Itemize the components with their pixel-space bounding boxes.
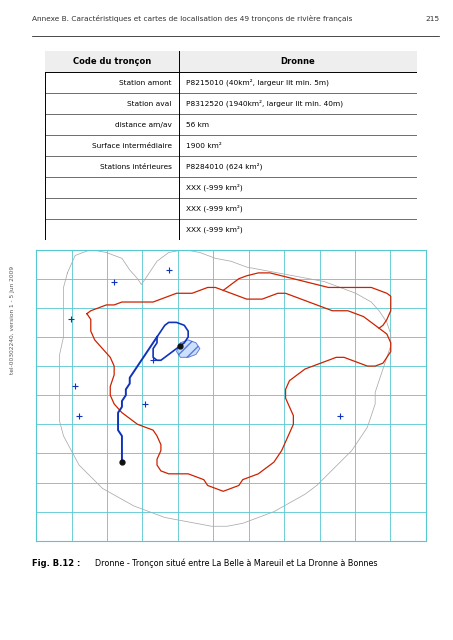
Text: XXX (-999 km²): XXX (-999 km²) — [187, 226, 243, 233]
Text: Dronne: Dronne — [280, 57, 315, 66]
Text: 215: 215 — [426, 16, 440, 22]
Text: P8215010 (40km², largeur lit min. 5m): P8215010 (40km², largeur lit min. 5m) — [187, 79, 329, 86]
Text: tel-00302240, version 1 - 5 Jun 2009: tel-00302240, version 1 - 5 Jun 2009 — [10, 266, 15, 374]
Text: Station aval: Station aval — [127, 100, 172, 107]
Text: Fig. B.12 :: Fig. B.12 : — [32, 559, 80, 568]
Text: XXX (-999 km²): XXX (-999 km²) — [187, 205, 243, 212]
Text: P8284010 (624 km²): P8284010 (624 km²) — [187, 163, 263, 170]
Text: Code du tronçon: Code du tronçon — [73, 57, 151, 66]
Text: Station amont: Station amont — [119, 79, 172, 86]
Text: distance am/av: distance am/av — [115, 122, 172, 127]
Bar — [45, 51, 417, 72]
Text: 1900 km²: 1900 km² — [187, 143, 222, 148]
Text: Stations intérieures: Stations intérieures — [100, 164, 172, 170]
Text: Surface intermédiaire: Surface intermédiaire — [92, 143, 172, 148]
Text: 56 km: 56 km — [187, 122, 210, 127]
Text: P8312520 (1940km², largeur lit min. 40m): P8312520 (1940km², largeur lit min. 40m) — [187, 100, 343, 108]
Text: XXX (-999 km²): XXX (-999 km²) — [187, 184, 243, 191]
Text: Annexe B. Caractéristiques et cartes de localisation des 49 tronçons de rivière : Annexe B. Caractéristiques et cartes de … — [32, 15, 352, 22]
Polygon shape — [177, 340, 200, 357]
Text: Dronne - Tronçon situé entre La Belle à Mareuil et La Dronne à Bonnes: Dronne - Tronçon situé entre La Belle à … — [95, 559, 377, 568]
